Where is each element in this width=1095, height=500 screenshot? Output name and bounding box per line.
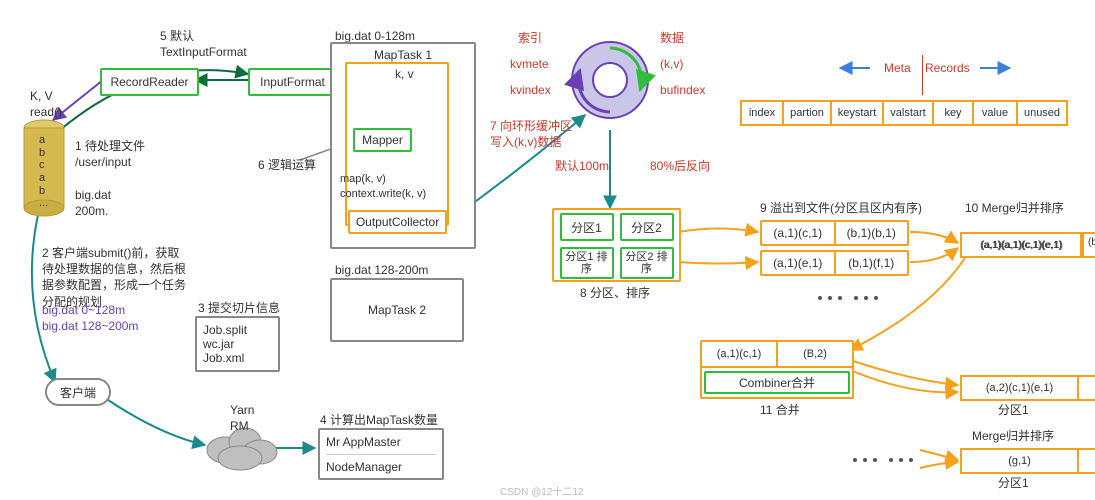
ring-idx: 索引	[518, 30, 542, 46]
appmaster-text: Mr AppMaster	[326, 435, 401, 449]
output-collector-box: OutputCollector	[348, 210, 447, 234]
meta-label: Meta	[884, 60, 911, 76]
input-format-box: InputFormat	[248, 68, 337, 96]
comb-a: (a,1)(c,1)	[702, 342, 778, 368]
kv-read-label: K, V read()	[30, 88, 62, 120]
maptask1-title: MapTask 1	[374, 48, 432, 62]
combiner-label: Combiner合并	[704, 371, 850, 394]
part2: 分区2	[620, 213, 674, 241]
yarn-label: Yarn RM	[230, 402, 254, 434]
tbl-partion: partion	[784, 100, 832, 126]
spill-b: (b,1)(b,1)	[836, 222, 908, 244]
merge-row: (a,1)(a,1)(c,1)(e,1) (b,1)(b,1)(b,1)(f,1…	[960, 232, 1095, 258]
tbl-unused: unused	[1018, 100, 1068, 126]
gh-h: (h,1)	[1079, 448, 1095, 474]
mapper-box: Mapper	[353, 128, 412, 152]
ring-bufindex: bufindex	[660, 82, 705, 98]
step6-label: 6 逻辑运算	[258, 157, 316, 173]
step4-label: 4 计算出MapTask数量	[320, 412, 438, 428]
step8-label: 8 分区、排序	[580, 285, 650, 301]
comb2-b: (b,3)(f,1)	[1079, 375, 1095, 401]
bigdat1-label: big.dat 128-200m	[335, 262, 428, 278]
ring-step7b: 写入(k,v)数据	[490, 134, 561, 150]
ring-kv2: (k,v)	[660, 56, 683, 72]
mapkv-label: map(k, v) context.write(k, v)	[340, 172, 426, 202]
ring-100m: 默认100m	[555, 158, 609, 174]
partition-box: 分区1 分区2 分区1 排序 分区2 排序	[552, 208, 681, 282]
ring-kvmete: kvmete	[510, 56, 549, 72]
appmaster-box: Mr AppMaster NodeManager	[318, 428, 444, 480]
ring-80: 80%后反向	[650, 158, 710, 174]
combiner-container: (a,1)(c,1) (B,2) Combiner合并	[700, 340, 854, 399]
spill-c: (a,1)(e,1)	[762, 252, 836, 274]
step2b-label: big.dat 0~128m big.dat 128~200m	[42, 302, 138, 334]
step2-label: 2 客户端submit()前，获取 待处理数据的信息，然后根 据参数配置，形成一…	[42, 245, 186, 310]
watermark: CSDN @12十二12	[500, 483, 584, 498]
part1: 分区1	[560, 213, 614, 241]
step1-label: 1 待处理文件 /user/input big.dat 200m.	[75, 138, 145, 219]
records-label: Records	[925, 60, 970, 76]
tbl-key: key	[934, 100, 974, 126]
spill-d: (b,1)(f,1)	[836, 252, 908, 274]
client-box: 客户端	[45, 378, 111, 406]
ring-kvindex: kvindex	[510, 82, 551, 98]
comb-b: (B,2)	[778, 342, 852, 368]
spill-row1: (a,1)(c,1) (b,1)(b,1)	[760, 220, 909, 246]
step3-label: 3 提交切片信息	[198, 300, 280, 316]
ring-data: 数据	[660, 30, 684, 46]
gh-p1: 分区1	[998, 475, 1029, 491]
tbl-value: value	[974, 100, 1018, 126]
maptask2-box: MapTask 2	[330, 278, 464, 342]
step10-label: 10 Merge归并排序	[965, 200, 1064, 216]
nodemgr-text: NodeManager	[326, 460, 402, 474]
gh-row: (g,1) (h,1)	[960, 448, 1095, 474]
part2s: 分区2 排序	[620, 247, 674, 279]
step9-label: 9 溢出到文件(分区且区内有序)	[760, 200, 922, 216]
spill-a: (a,1)(c,1)	[762, 222, 836, 244]
comb2-a: (a,2)(c,1)(e,1)	[960, 375, 1079, 401]
cylinder-contents: abcab...	[39, 134, 48, 210]
record-reader-box: RecordReader	[100, 68, 199, 96]
gh-g: (g,1)	[960, 448, 1079, 474]
step5-label: 5 默认 TextInputFormat	[160, 28, 247, 60]
tbl-keystart: keystart	[832, 100, 884, 126]
step11-label: 11 合并	[760, 402, 800, 418]
tbl-index: index	[740, 100, 784, 126]
meta-divider	[922, 55, 923, 95]
kv-label: k, v	[395, 66, 414, 82]
ring-step7a: 7 向环形缓冲区	[490, 118, 572, 134]
diagram-canvas: { "colors":{ "purple":"#6a3fb5","orange"…	[0, 0, 1095, 500]
jobsplit-box: Job.split wc.jar Job.xml	[195, 316, 280, 372]
tbl-valstart: valstart	[884, 100, 934, 126]
comb2-row: (a,2)(c,1)(e,1) (b,3)(f,1)	[960, 375, 1095, 401]
part1s: 分区1 排序	[560, 247, 614, 279]
comb2-p1: 分区1	[998, 402, 1029, 418]
spill-row2: (a,1)(e,1) (b,1)(f,1)	[760, 250, 909, 276]
mergesort-label: Merge归并排序	[972, 428, 1054, 444]
buffer-table: index partion keystart valstart key valu…	[740, 100, 1068, 126]
